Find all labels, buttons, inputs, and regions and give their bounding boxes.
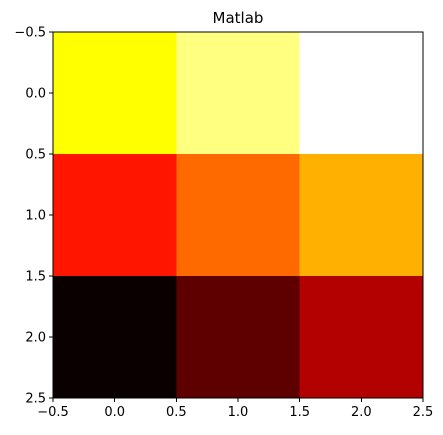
heatmap-cell-r1-c0 [53, 154, 177, 276]
y-tick-label: 0.5 [25, 148, 46, 163]
y-tick-label: −0.5 [14, 26, 46, 41]
y-tick-label: 2.5 [25, 392, 46, 407]
heatmap-cell-r2-c1 [176, 276, 300, 398]
x-tick-label: 0.5 [166, 405, 187, 420]
y-tick-label: 1.5 [25, 270, 46, 285]
heatmap-cell-r1-c2 [299, 154, 423, 276]
heatmap-cell-r0-c1 [176, 32, 300, 154]
y-tick-label: 0.0 [25, 87, 46, 102]
x-tick-label: 2.5 [413, 405, 434, 420]
x-axis-ticks: −0.5 0.0 0.5 1.0 1.5 2.0 2.5 [37, 398, 433, 420]
y-axis-ticks: −0.5 0.0 0.5 1.0 1.5 2.0 2.5 [14, 26, 53, 407]
y-tick-label: 2.0 [25, 331, 46, 346]
x-tick-label: 2.0 [351, 405, 372, 420]
x-tick-label: 1.5 [289, 405, 310, 420]
x-tick-label: −0.5 [37, 405, 69, 420]
heatmap-cell-r2-c0 [53, 276, 177, 398]
x-tick-label: 0.0 [104, 405, 125, 420]
heatmap-cell-r0-c2 [299, 32, 423, 154]
x-tick-label: 1.0 [228, 405, 249, 420]
heatmap-cells [53, 32, 423, 398]
heatmap-cell-r1-c1 [176, 154, 300, 276]
chart-title: Matlab [213, 9, 264, 27]
heatmap-cell-r0-c0 [53, 32, 177, 154]
y-tick-label: 1.0 [25, 209, 46, 224]
heatmap-cell-r2-c2 [299, 276, 423, 398]
